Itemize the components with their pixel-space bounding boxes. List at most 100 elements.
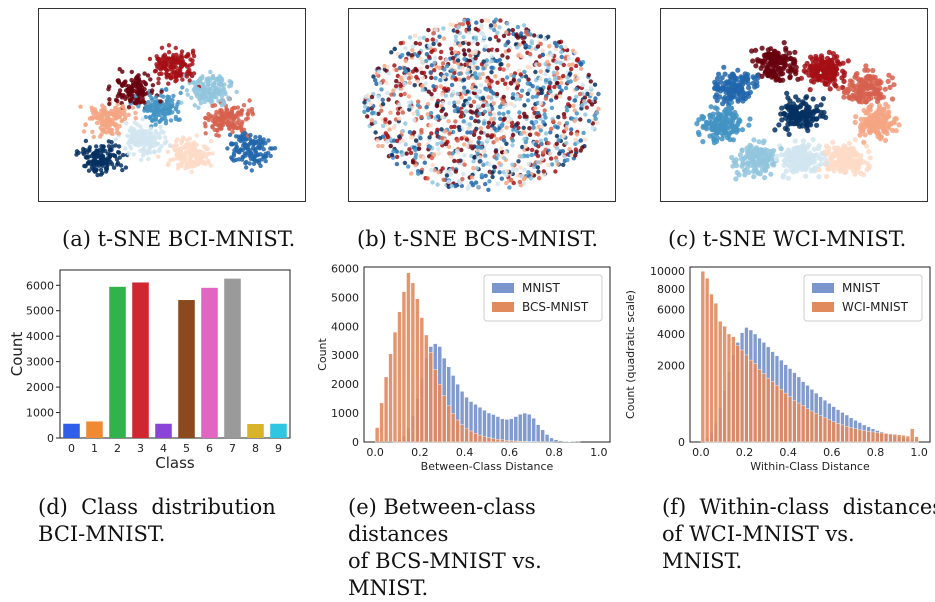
histogram-bar — [906, 436, 910, 442]
tsne-point — [502, 34, 506, 38]
tsne-point — [206, 83, 210, 87]
tsne-point — [765, 148, 770, 153]
tsne-point — [720, 136, 725, 141]
tsne-point — [132, 152, 136, 156]
tsne-point — [399, 93, 403, 97]
tsne-point — [175, 152, 179, 156]
tsne-point — [583, 112, 587, 116]
legend-label: MNIST — [842, 281, 880, 295]
tsne-point — [251, 112, 255, 116]
tsne-point — [394, 79, 398, 83]
histogram-bar — [797, 403, 801, 442]
tsne-point — [234, 158, 238, 162]
tsne-point — [519, 72, 523, 76]
tsne-point — [117, 80, 121, 84]
tsne-point — [536, 154, 540, 158]
tsne-point — [524, 74, 528, 78]
tsne-point — [408, 81, 412, 85]
tsne-point — [561, 134, 565, 138]
tsne-point — [97, 114, 101, 118]
histogram-bar — [718, 321, 722, 442]
tsne-point — [171, 94, 175, 98]
tsne-point — [158, 99, 162, 103]
tsne-point — [381, 98, 385, 102]
histogram-bar — [810, 411, 814, 442]
tsne-point — [439, 109, 443, 113]
tsne-point — [707, 133, 712, 138]
tsne-point — [251, 146, 255, 150]
histogram-bar — [465, 428, 469, 442]
tsne-point — [170, 98, 174, 102]
tsne-point — [436, 147, 440, 151]
y-tick-label: 1000 — [331, 407, 359, 420]
tsne-point — [567, 147, 571, 151]
tsne-point — [412, 130, 416, 134]
tsne-point — [804, 115, 809, 120]
histogram-bar — [875, 433, 879, 442]
tsne-point — [561, 149, 565, 153]
tsne-point — [800, 167, 805, 172]
tsne-point — [458, 43, 462, 47]
tsne-point — [811, 79, 816, 84]
tsne-point — [466, 68, 470, 72]
tsne-point — [800, 147, 805, 152]
tsne-point — [428, 145, 432, 149]
tsne-point — [422, 156, 426, 160]
tsne-point — [403, 121, 407, 125]
tsne-point — [465, 144, 469, 148]
histogram-bar — [402, 292, 406, 442]
tsne-point — [442, 36, 446, 40]
tsne-point — [108, 129, 112, 133]
x-tick-label: 0.8 — [545, 446, 563, 459]
histogram-bar — [554, 440, 558, 442]
tsne-point — [249, 157, 253, 161]
tsne-point — [567, 96, 571, 100]
tsne-point — [132, 140, 136, 144]
tsne-point — [579, 67, 583, 71]
histogram-bar — [496, 417, 500, 442]
tsne-point — [759, 66, 764, 71]
histogram-bar — [433, 370, 437, 442]
tsne-point — [388, 111, 392, 115]
tsne-point — [421, 76, 425, 80]
histogram-bar — [469, 431, 473, 442]
tsne-point — [520, 89, 524, 93]
tsne-point — [494, 149, 498, 153]
tsne-point — [456, 159, 460, 163]
histogram-bar — [438, 384, 442, 442]
tsne-point — [253, 135, 257, 139]
tsne-point — [107, 102, 111, 106]
tsne-point — [883, 129, 888, 134]
tsne-point — [474, 21, 478, 25]
x-tick-label: 8 — [252, 442, 259, 455]
histogram-bar — [398, 312, 402, 442]
tsne-point — [477, 112, 481, 116]
tsne-point — [721, 65, 726, 70]
tsne-point — [413, 67, 417, 71]
tsne-point — [427, 135, 431, 139]
tsne-point — [167, 43, 171, 47]
tsne-point — [363, 105, 367, 109]
tsne-point — [440, 136, 444, 140]
tsne-point — [502, 138, 506, 142]
tsne-point — [473, 119, 477, 123]
tsne-point — [114, 106, 118, 110]
tsne-point — [420, 84, 424, 88]
tsne-point — [208, 87, 212, 91]
tsne-point — [758, 161, 763, 166]
tsne-point — [467, 42, 471, 46]
tsne-point — [180, 77, 184, 81]
tsne-point — [196, 162, 200, 166]
tsne-point — [449, 172, 453, 176]
tsne-bcs-plot — [348, 8, 616, 202]
tsne-point — [800, 110, 805, 115]
tsne-point — [492, 101, 496, 105]
tsne-point — [210, 124, 214, 128]
tsne-point — [530, 39, 534, 43]
tsne-point — [480, 173, 484, 177]
tsne-point — [514, 32, 518, 36]
tsne-point — [806, 142, 811, 147]
tsne-point — [123, 79, 127, 83]
tsne-point — [879, 108, 884, 113]
tsne-point — [156, 77, 160, 81]
